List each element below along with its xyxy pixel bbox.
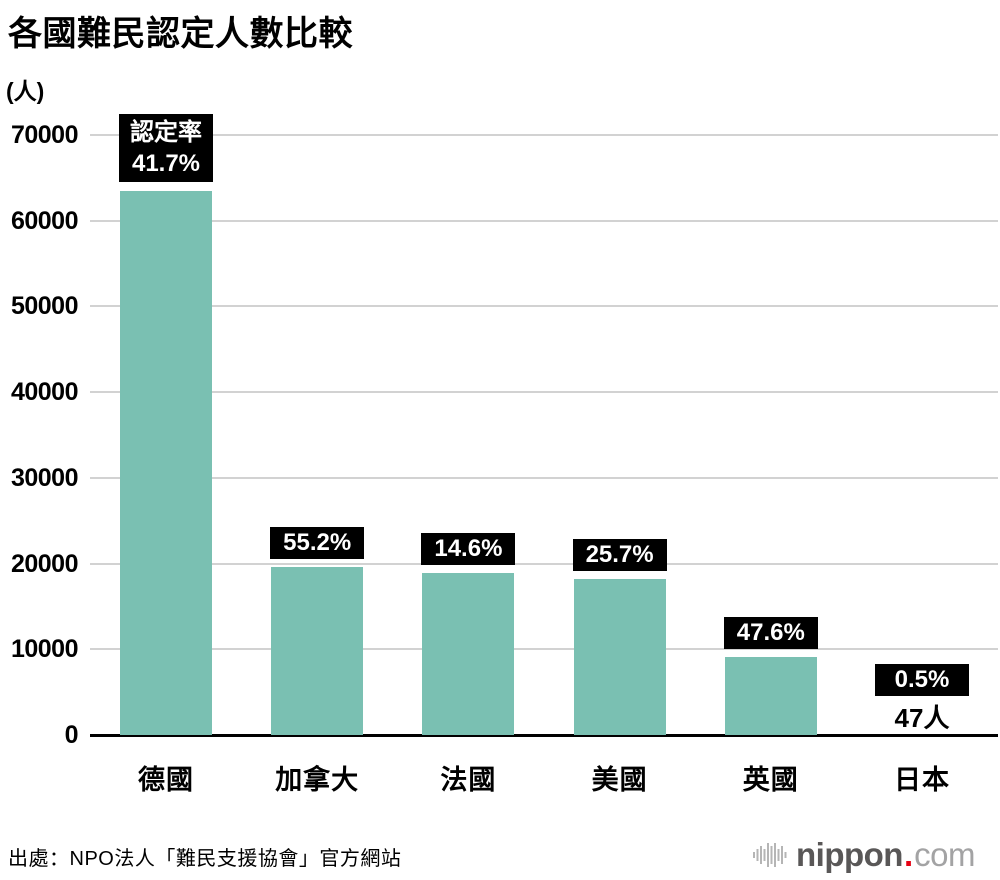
x-axis-line xyxy=(90,734,998,737)
rate-badge-usa: 25.7% xyxy=(572,539,667,572)
category-label-usa: 美國 xyxy=(591,765,648,795)
grid-line-10000 xyxy=(90,648,998,651)
logo-text-com: com xyxy=(914,836,975,873)
rate-badge-japan: 0.5% xyxy=(875,664,969,696)
bar-canada xyxy=(271,567,364,735)
grid-line-30000 xyxy=(90,476,998,479)
nippon-logo: nippon. com xyxy=(753,834,975,876)
grid-line-40000 xyxy=(90,391,998,394)
logo-text-nippon: nippon xyxy=(796,836,903,873)
category-label-uk: 英國 xyxy=(742,765,799,795)
grid-line-50000 xyxy=(90,305,998,308)
category-label-france: 法國 xyxy=(440,765,497,795)
rate-badge-germany: 認定率 41.7% xyxy=(119,114,213,183)
y-tick-label-0: 0 xyxy=(64,721,79,749)
bar-germany xyxy=(120,191,212,735)
grid-line-20000 xyxy=(90,562,998,565)
chart-title: 各國難民認定人數比較 xyxy=(8,15,353,53)
y-tick-label-20000: 20000 xyxy=(10,549,79,578)
category-label-japan: 日本 xyxy=(894,765,950,795)
category-label-canada: 加拿大 xyxy=(275,765,360,795)
bar-france xyxy=(422,573,515,735)
rate-badge-value: 41.7% xyxy=(131,150,201,178)
y-tick-label-10000: 10000 xyxy=(10,635,79,664)
y-tick-label-70000: 70000 xyxy=(10,121,79,149)
bar-usa xyxy=(573,579,666,735)
y-tick-label-40000: 40000 xyxy=(10,378,79,407)
y-tick-label-50000: 50000 xyxy=(10,292,79,321)
category-label-germany: 德國 xyxy=(138,765,194,795)
grid-line-60000 xyxy=(90,219,998,222)
grid-line-70000 xyxy=(90,134,998,136)
logo-dot: . xyxy=(903,836,914,873)
rate-badge-prefix: 認定率 xyxy=(130,119,202,147)
bar-uk xyxy=(724,656,817,735)
rate-badge-canada: 55.2% xyxy=(270,527,365,560)
rate-badge-uk: 47.6% xyxy=(723,616,818,649)
y-tick-label-60000: 60000 xyxy=(10,206,79,235)
source-note: 出處：NPO法人「難民支援協會」官方網站 xyxy=(8,848,402,870)
value-annotation-japan: 47人 xyxy=(894,703,950,733)
soundwave-icon xyxy=(753,843,787,867)
rate-badge-france: 14.6% xyxy=(421,533,516,566)
y-axis-unit-label: (人) xyxy=(6,78,45,104)
y-tick-label-30000: 30000 xyxy=(10,463,79,492)
